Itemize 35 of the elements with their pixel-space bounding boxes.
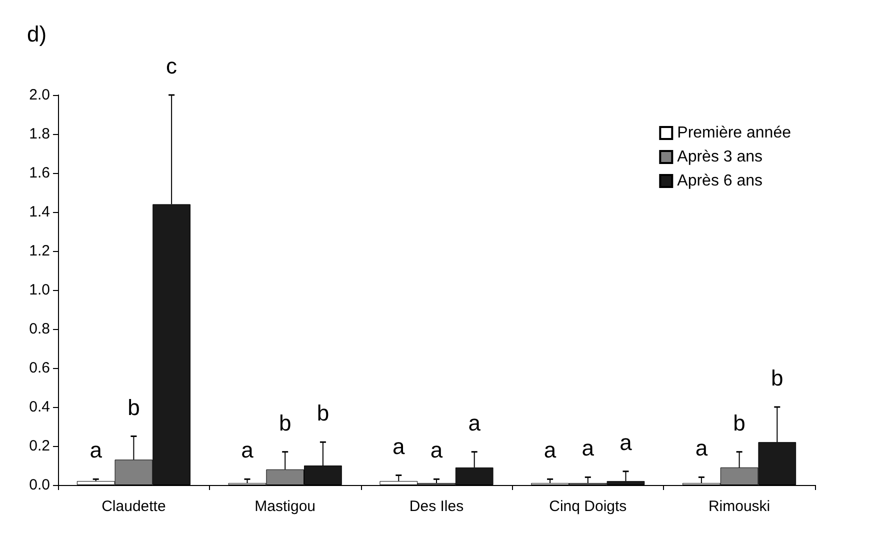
legend-label: Après 6 ans <box>677 172 763 190</box>
y-tick-label: 1.8 <box>29 126 50 142</box>
x-tick-label: Cinq Doigts <box>549 498 627 515</box>
annotation: a <box>90 438 103 463</box>
y-tick-label: 2.0 <box>29 86 50 104</box>
x-tick-label: Des Iles <box>409 498 464 515</box>
annotation: a <box>544 438 557 463</box>
annotation: a <box>392 434 406 459</box>
y-tick-label: 0.4 <box>29 398 50 416</box>
x-tick-label: Mastigou <box>254 498 316 515</box>
annotation: a <box>430 438 444 463</box>
y-tick-label: 0.2 <box>29 438 50 454</box>
annotation: a <box>241 438 254 463</box>
annotation: b <box>733 410 746 436</box>
annotation: b <box>316 400 330 426</box>
annotation: b <box>278 410 292 436</box>
legend-label: Première année <box>677 124 792 142</box>
y-tick-label: 1.2 <box>29 242 50 260</box>
annotation: b <box>771 366 784 390</box>
annotation: a <box>468 410 482 436</box>
x-tick-label: Rimouski <box>708 498 770 515</box>
y-tick-label: 1.0 <box>29 282 50 298</box>
legend-label: Après 3 ans <box>677 148 763 166</box>
chart-title: d) <box>27 22 47 46</box>
y-tick-label: 0.0 <box>29 476 50 494</box>
annotation: b <box>128 394 140 420</box>
annotation: a <box>695 436 708 461</box>
annotation: a <box>582 436 595 461</box>
y-tick-label: 1.4 <box>29 204 50 220</box>
text: c <box>166 54 178 78</box>
annotation: a <box>620 430 633 455</box>
y-tick-label: 0.8 <box>29 320 50 338</box>
y-tick-label: 1.6 <box>29 164 50 182</box>
y-tick-label: 0.6 <box>29 360 50 376</box>
x-tick-label: Claudette <box>102 498 166 515</box>
